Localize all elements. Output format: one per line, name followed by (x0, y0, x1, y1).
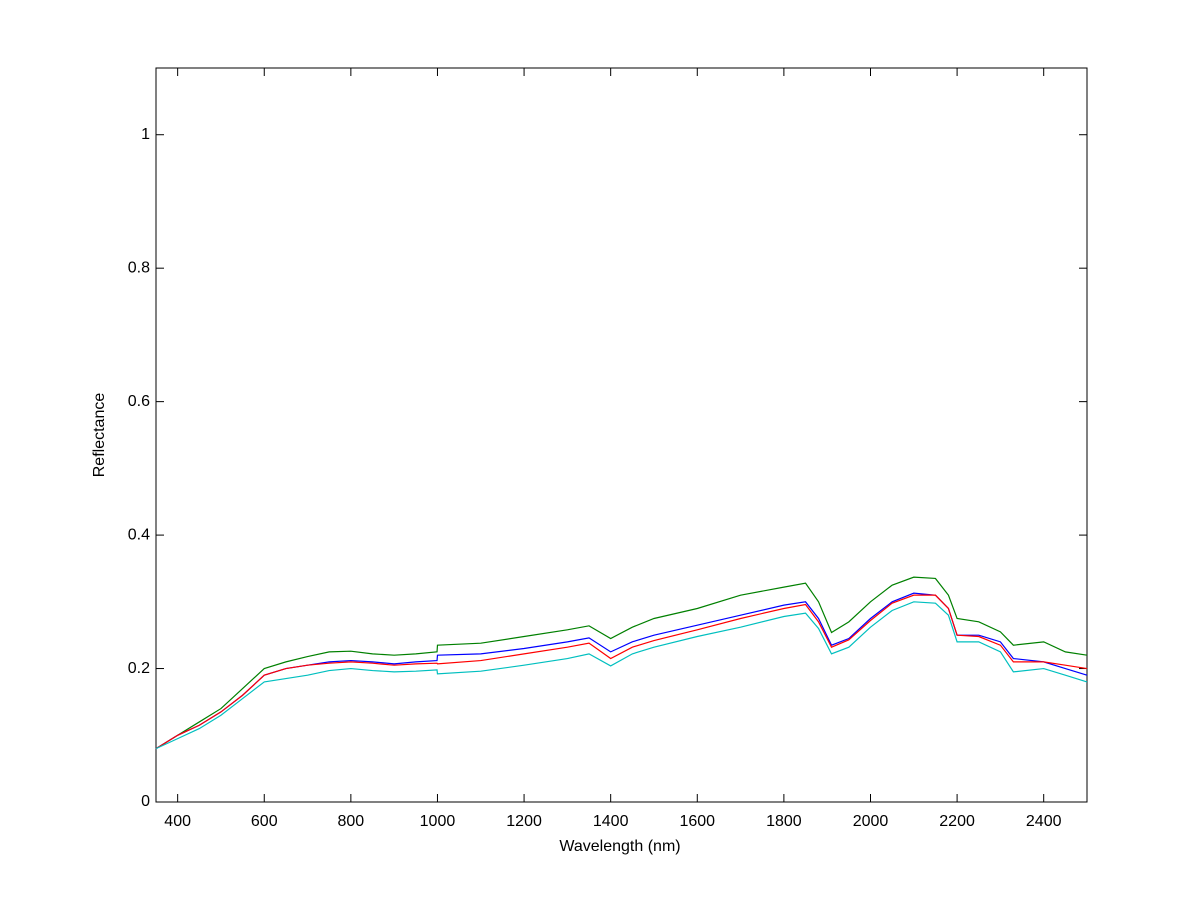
x-tick-label: 400 (164, 813, 191, 830)
y-tick-label: 0.8 (128, 259, 150, 276)
y-axis-label: Reflectance (91, 393, 108, 478)
x-tick-label: 2200 (939, 813, 975, 830)
x-tick-label: 1200 (506, 813, 542, 830)
x-tick-label: 1400 (593, 813, 629, 830)
y-tick-label: 1 (141, 126, 150, 143)
y-tick-label: 0 (141, 793, 150, 810)
x-axis-label: Wavelength (nm) (559, 838, 680, 855)
plot-frame (155, 67, 1088, 803)
x-tick-label: 800 (338, 813, 365, 830)
spectrum-line (155, 594, 1088, 750)
spectrum-line (155, 576, 1088, 750)
x-tick-label: 1000 (420, 813, 456, 830)
x-tick-label: 2400 (1026, 813, 1062, 830)
y-tick-label: 0.4 (128, 526, 150, 543)
y-tick-label: 0.2 (128, 660, 150, 677)
x-tick-label: 1600 (679, 813, 715, 830)
spectrum-line (155, 592, 1088, 750)
x-tick-label: 600 (251, 813, 278, 830)
y-tick-label: 0.6 (128, 393, 150, 410)
x-tick-label: 2000 (853, 813, 889, 830)
x-tick-label: 1800 (766, 813, 802, 830)
spectrum-line (155, 601, 1088, 750)
